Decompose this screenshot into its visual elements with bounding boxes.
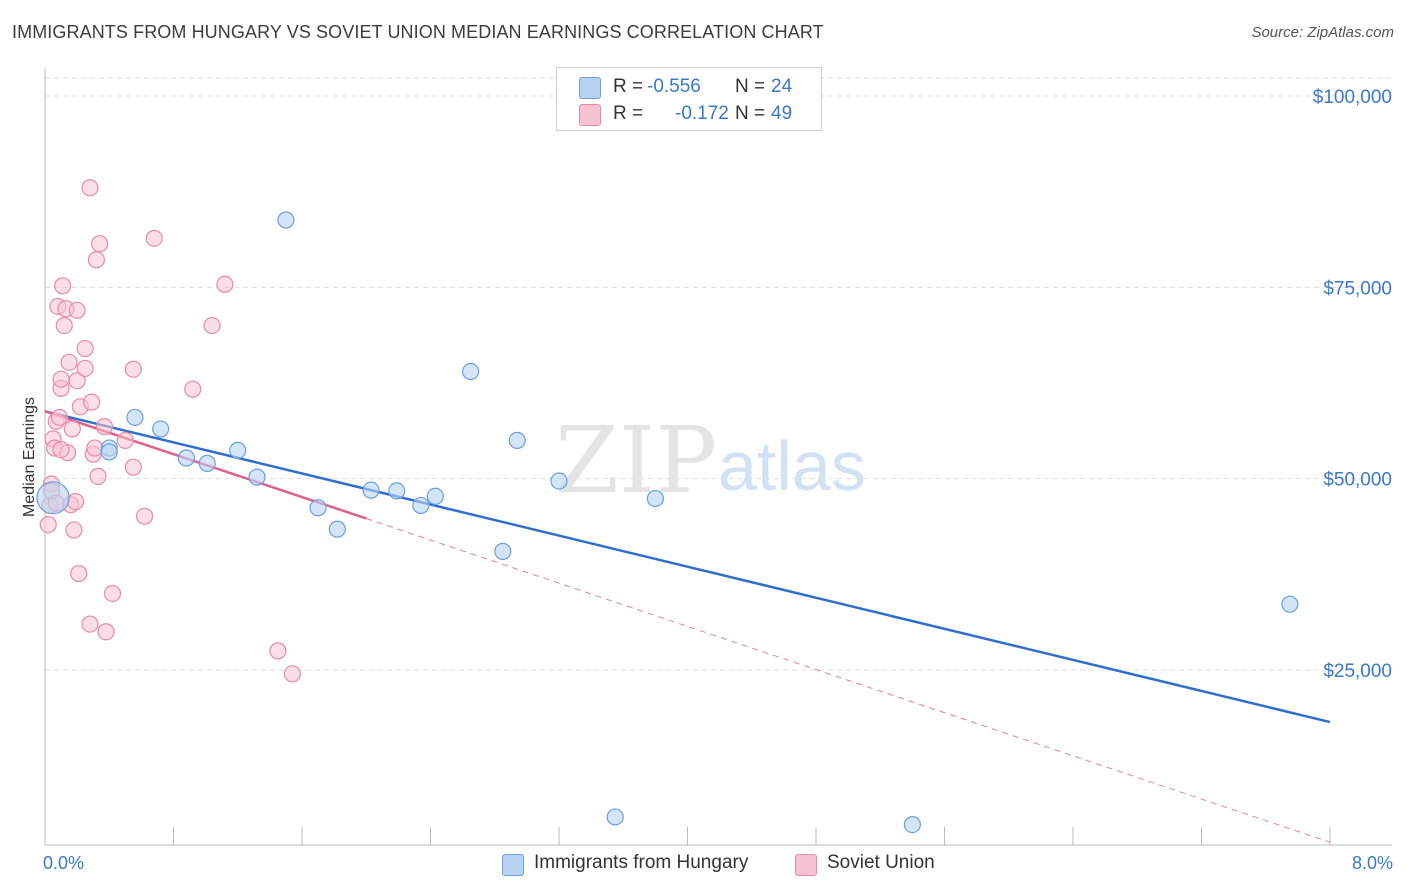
grid-lines [45,77,1392,671]
y-tick-label: $50,000 [1323,470,1392,491]
hungary-point [412,496,430,515]
soviet-union-point [81,179,99,197]
soviet-union-point [269,642,287,660]
legend-n-value-hungary: 24 [771,76,793,97]
y-axis-label: Median Earnings [21,397,38,517]
soviet-union-point [66,493,85,511]
hungary-point [198,454,216,472]
soviet-union-points [39,179,301,683]
legend-n-value-soviet: 49 [771,103,793,124]
soviet-union-point [216,275,234,293]
soviet-union-point [52,440,70,459]
soviet-union-point [68,301,86,319]
axes [44,68,1392,846]
soviet-union-point [91,235,109,253]
hungary-point [100,443,118,461]
hungary-point [36,481,70,515]
soviet-union-point [39,515,57,534]
x-tick-label: 8.0% [1352,853,1393,873]
x-tick-label: 0.0% [43,853,84,873]
series-swatch-hungary [502,854,524,876]
legend-swatch-soviet [579,104,601,126]
soviet-union-point [89,467,107,485]
hungary-point [508,431,526,449]
soviet-union-point [87,251,106,269]
soviet-union-point [116,431,134,449]
soviet-union-point [60,353,78,371]
soviet-union-point [82,393,101,411]
watermark-atlas: atlas [718,427,866,505]
soviet-union-point [81,615,99,633]
soviet-union-point [52,370,70,388]
soviet-union-point [76,339,94,358]
hungary-trend-line [44,410,1331,724]
y-tick-labels: $25,000 $50,000 $75,000 $100,000 [1313,87,1392,682]
hungary-point [126,408,144,427]
hungary-point [248,468,266,486]
hungary-point [462,362,480,381]
hungary-point [177,449,195,467]
hungary-point [550,472,568,490]
y-tick-label: $75,000 [1323,278,1392,299]
hungary-point [362,481,380,499]
series-label-hungary: Immigrants from Hungary [534,852,749,873]
soviet-union-point [50,408,69,427]
hungary-point [1281,595,1299,613]
soviet-union-point [95,418,114,436]
source-label: Source: ZipAtlas.com [1251,24,1394,41]
hungary-point [606,808,624,826]
hungary-point [309,499,327,517]
legend-r-value-hungary: -0.556 [647,76,701,97]
legend-n-label: N = [735,76,766,97]
watermark-zip: ZIP [555,407,717,514]
legend-n-label: N = [735,103,766,124]
soviet-union-point [124,360,142,378]
y-tick-label: $25,000 [1323,661,1392,682]
soviet-union-point [135,507,154,525]
hungary-point [646,489,664,508]
series-label-soviet: Soviet Union [827,852,935,873]
soviet-union-point [203,317,221,335]
correlation-legend: R = -0.556 N = 24 R = -0.172 N = 49 [556,67,822,131]
soviet-union-point [124,458,142,476]
soviet-union-point [145,229,163,247]
hungary-point [494,542,512,560]
legend-r-label: R = [613,103,644,124]
soviet-union-point [65,521,83,539]
chart-title: IMMIGRANTS FROM HUNGARY VS SOVIET UNION … [12,22,824,42]
soviet-union-point [55,317,73,335]
soviet-trend-extrapolation [366,517,1331,843]
soviet-union-point [70,564,88,583]
soviet-union-point [68,372,86,390]
hungary-points [36,211,1299,834]
watermark: ZIP atlas [555,407,866,514]
legend-swatch-hungary [579,77,601,99]
x-tick-labels: 0.0% 8.0% [43,853,1393,873]
soviet-union-point [97,623,115,641]
soviet-union-point [103,584,122,603]
soviet-union-point [184,380,202,398]
y-tick-label: $100,000 [1313,87,1392,108]
series-swatch-soviet [795,854,817,876]
series-legend: Immigrants from Hungary Soviet Union [0,852,1406,878]
soviet-union-point [54,277,72,295]
hungary-point [328,520,346,538]
hungary-point [277,211,295,229]
legend-r-label: R = [613,76,644,97]
hungary-point [903,815,921,834]
hungary-point [388,482,406,500]
soviet-union-point [283,665,301,683]
hungary-point [152,420,170,438]
legend-r-value-soviet: -0.172 [675,103,729,124]
hungary-point [229,441,247,459]
soviet-union-point [76,359,94,378]
soviet-union-point [86,439,104,457]
hungary-point [426,487,444,505]
soviet-union-point [63,420,81,438]
